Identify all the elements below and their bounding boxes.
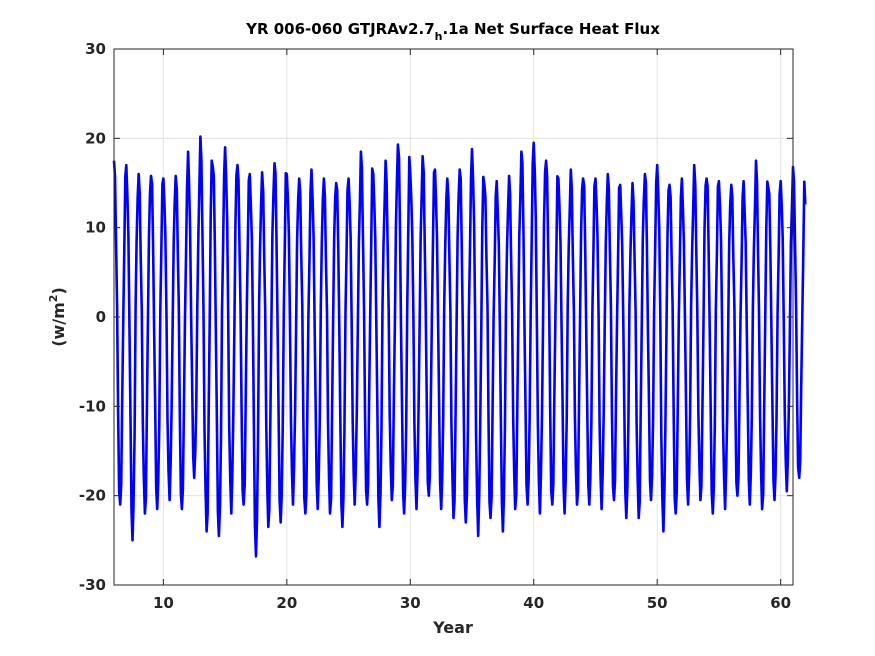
x-tick-label: 30 bbox=[400, 594, 421, 612]
chart-title: YR 006-060 GTJRAv2.7h.1a Net Surface Hea… bbox=[245, 20, 660, 43]
y-tick-labels: -30 -20 -10 0 10 20 30 bbox=[79, 40, 106, 594]
y-tick-label: -30 bbox=[79, 576, 106, 594]
series-line bbox=[112, 135, 807, 558]
y-tick-label: 0 bbox=[96, 308, 106, 326]
x-tick-marks bbox=[162, 49, 782, 585]
x-tick-label: 20 bbox=[276, 594, 297, 612]
x-tick-label: 10 bbox=[153, 594, 174, 612]
y-tick-marks bbox=[114, 48, 793, 586]
x-tick-labels: 10 20 30 40 50 60 bbox=[153, 594, 791, 612]
y-axis-label: (w/m2) bbox=[47, 287, 68, 347]
y-tick-label: 20 bbox=[85, 129, 106, 147]
x-tick-label: 50 bbox=[647, 594, 668, 612]
y-tick-label: -10 bbox=[79, 397, 106, 415]
x-tick-label: 40 bbox=[523, 594, 544, 612]
x-axis-label: Year bbox=[432, 618, 473, 637]
y-tick-label: -20 bbox=[79, 487, 106, 505]
y-tick-label: 10 bbox=[85, 219, 106, 237]
series-group bbox=[112, 135, 807, 558]
y-tick-label: 30 bbox=[85, 40, 106, 58]
x-tick-label: 60 bbox=[770, 594, 791, 612]
